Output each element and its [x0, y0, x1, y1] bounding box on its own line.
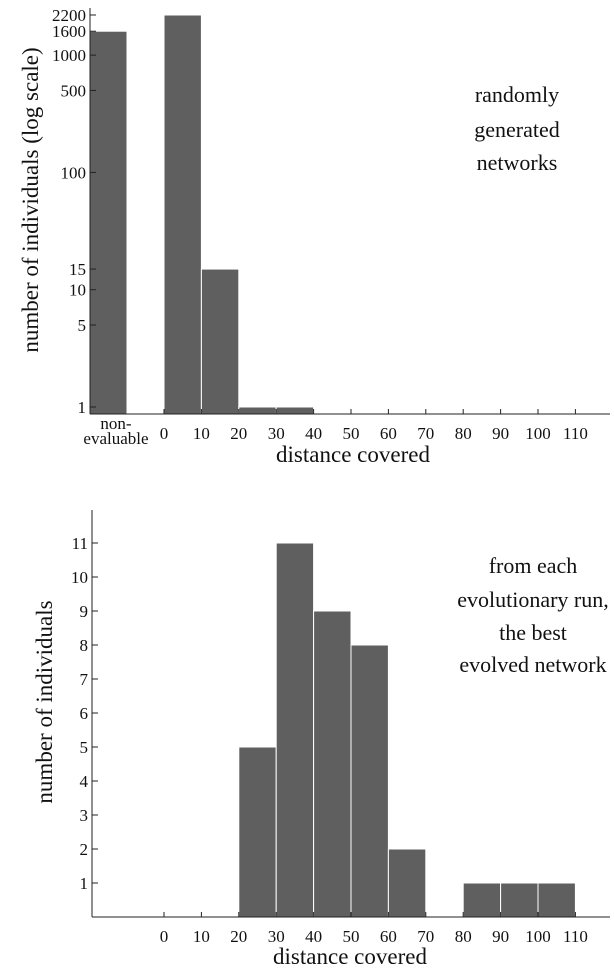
y-axis-label: number of individuals (log scale): [18, 47, 43, 352]
x-tick-label: 10: [193, 424, 210, 443]
x-tick-label: 40: [305, 927, 322, 946]
x-axis-label: distance covered: [276, 442, 430, 467]
y-tick-label: 2: [80, 840, 89, 859]
x-tick-label: 90: [492, 424, 509, 443]
y-tick-label: 10: [69, 281, 86, 300]
histogram-bar: [238, 406, 277, 415]
y-tick-label: 9: [80, 602, 89, 621]
annotation-line: from each: [489, 553, 578, 578]
x-tick-label: 110: [563, 424, 588, 443]
histogram-bar: [88, 30, 128, 415]
y-tick-label: 1: [80, 874, 89, 893]
annotation-line: the best: [499, 620, 567, 645]
x-tick-label: 50: [343, 927, 360, 946]
y-tick-label: 1600: [52, 22, 86, 41]
y-tick-label: 5: [78, 316, 87, 335]
annotation-line: generated: [474, 117, 560, 142]
histogram-bar: [313, 610, 352, 918]
histogram-bar: [387, 848, 427, 918]
x-tick-label: 60: [380, 424, 397, 443]
x-tick-label: 10: [193, 927, 210, 946]
x-tick-label: 90: [492, 927, 509, 946]
annotation-line: randomly: [475, 82, 559, 107]
y-tick-label: 6: [80, 704, 89, 723]
x-tick-label: 60: [380, 927, 397, 946]
y-tick-label: 1: [78, 398, 87, 417]
histogram-bar: [275, 542, 315, 918]
y-tick-label: 2200: [52, 6, 86, 25]
x-tick-label: 30: [268, 424, 285, 443]
histogram-bar: [350, 644, 389, 918]
x-tick-label: 70: [417, 424, 434, 443]
x-axis-label: distance covered: [273, 944, 427, 969]
histogram-bar: [275, 406, 315, 415]
x-tick-label: 80: [455, 927, 472, 946]
x-tick-label: 0: [160, 424, 169, 443]
y-tick-label: 1000: [52, 46, 86, 65]
y-tick-label: 500: [61, 81, 87, 100]
annotation-line: evolutionary run,: [457, 587, 609, 612]
y-tick-label: 100: [61, 163, 87, 182]
annotation-line: evolved network: [459, 652, 606, 677]
histogram-bar: [163, 14, 202, 415]
x-tick-label: 30: [268, 927, 285, 946]
x-special-label-line1: non-: [100, 414, 132, 433]
y-tick-label: 7: [80, 670, 89, 689]
y-axis-label: number of individuals: [32, 600, 57, 803]
x-tick-label: 100: [525, 424, 551, 443]
histogram-bar: [500, 882, 539, 918]
histogram-bar: [537, 882, 576, 918]
histogram-bar: [462, 882, 502, 918]
x-tick-label: 0: [160, 927, 169, 946]
y-tick-label: 4: [80, 772, 89, 791]
histogram-bar: [200, 268, 240, 415]
y-tick-label: 8: [80, 636, 89, 655]
x-tick-label: 100: [525, 927, 551, 946]
x-tick-label: 20: [230, 424, 247, 443]
annotation-line: networks: [477, 150, 558, 175]
histogram-bar: [238, 746, 277, 918]
x-tick-label: 80: [455, 424, 472, 443]
y-tick-label: 3: [80, 806, 89, 825]
y-tick-label: 10: [71, 568, 88, 587]
x-tick-label: 50: [343, 424, 360, 443]
x-tick-label: 40: [305, 424, 322, 443]
x-tick-label: 110: [563, 927, 588, 946]
x-special-label-line2: evaluable: [83, 429, 148, 448]
x-tick-label: 70: [417, 927, 434, 946]
x-tick-label: 20: [230, 927, 247, 946]
y-tick-label: 11: [72, 534, 88, 553]
y-tick-label: 5: [80, 738, 89, 757]
y-tick-label: 15: [69, 260, 86, 279]
